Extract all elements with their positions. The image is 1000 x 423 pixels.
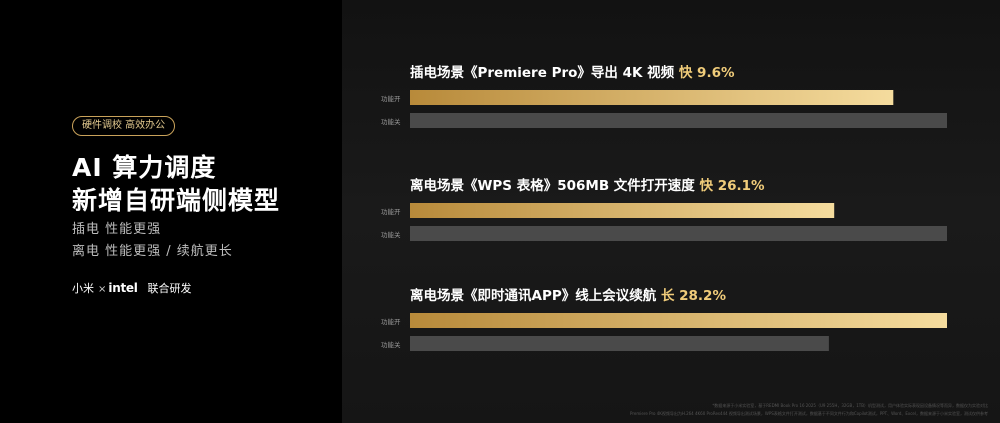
- headline-line-2: 新增自研端侧模型: [72, 186, 281, 215]
- subtitle-line-1: 插电 性能更强: [72, 222, 162, 237]
- bar-feature-off: [410, 226, 947, 241]
- joint-development-label: 联合研发: [147, 282, 192, 295]
- bar-feature-off: [410, 336, 829, 351]
- group-title-main: 插电场景《Premiere Pro》导出 4K 视频: [410, 64, 679, 81]
- bar-label: 功能关: [381, 230, 401, 239]
- group-title-highlight: 长 28.2%: [661, 287, 727, 304]
- group-title: 离电场景《WPS 表格》506MB 文件打开速度 快 26.1%: [410, 177, 765, 194]
- group-title: 插电场景《Premiere Pro》导出 4K 视频 快 9.6%: [410, 64, 735, 81]
- footnote-line-2: Premiere Pro 4K视频导出为H.264 4K60 ProRes444…: [629, 411, 988, 416]
- bar-feature-on: [410, 203, 835, 218]
- intel-logo: intel: [108, 281, 138, 295]
- bar-feature-on: [410, 90, 894, 105]
- group-title-highlight: 快 9.6%: [679, 64, 735, 81]
- cross-icon: ×: [98, 284, 107, 295]
- group-title: 离电场景《即时通讯APP》线上会议续航 长 28.2%: [410, 287, 726, 304]
- subtitle-line-2: 离电 性能更强 / 续航更长: [72, 244, 233, 259]
- bar-label: 功能关: [381, 117, 401, 126]
- footnote-line-1: *数据来源于小米实验室，基于REDMI Book Pro 16 2025（U9 …: [712, 403, 988, 408]
- left-panel: [0, 0, 342, 423]
- group-title-highlight: 快 26.1%: [700, 177, 766, 194]
- bar-feature-off: [410, 113, 947, 128]
- group-title-main: 离电场景《即时通讯APP》线上会议续航: [410, 287, 661, 304]
- xiaomi-brand: 小米: [72, 282, 94, 295]
- bar-feature-on: [410, 313, 947, 328]
- bar-label: 功能开: [381, 207, 401, 216]
- feature-tag: 硬件调校 高效办公: [72, 116, 176, 136]
- group-title-main: 离电场景《WPS 表格》506MB 文件打开速度: [410, 177, 700, 194]
- bar-label: 功能开: [381, 94, 401, 103]
- headline-line-1: AI 算力调度: [72, 153, 217, 182]
- partner-line: 小米 × intel 联合研发: [72, 280, 192, 296]
- bar-label: 功能关: [381, 340, 401, 349]
- bar-label: 功能开: [381, 317, 401, 326]
